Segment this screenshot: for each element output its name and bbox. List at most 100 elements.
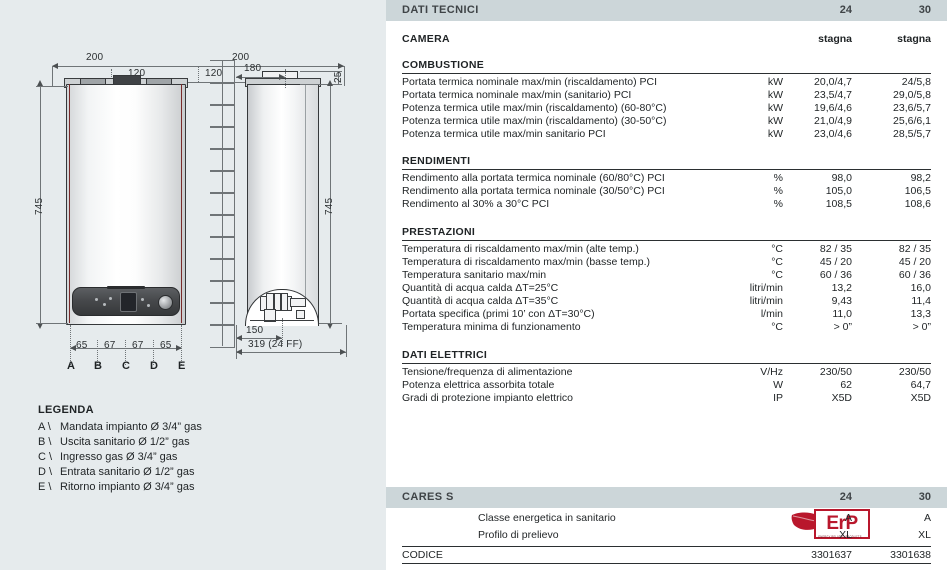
dim-line-745-side <box>330 86 331 323</box>
ext-line-center <box>198 66 199 82</box>
row-value-30: 230/50 <box>898 366 931 378</box>
row-value-24: 98,0 <box>831 172 852 184</box>
erp-logo: ErP ENERGY RELATED PRODUCTS <box>790 505 872 545</box>
dim-ext-25-bottom <box>300 84 342 85</box>
ext-line <box>153 340 154 365</box>
row-label: Classe energetica in sanitario <box>478 512 616 524</box>
dim-arrow <box>338 63 344 69</box>
row-unit: IP <box>773 392 783 404</box>
row-label: Quantità di acqua calda ΔT=35°C <box>402 295 559 307</box>
table-row: Rendimento alla portata termica nominale… <box>386 185 947 198</box>
table-row: Quantità di acqua calda ΔT=25°C litri/mi… <box>386 282 947 295</box>
table-row: Rendimento al 30% a 30°C PCI % 108,5 108… <box>386 198 947 211</box>
row-value-30: XL <box>918 529 931 541</box>
legend-block: LEGENDA A \ Mandata impianto Ø 3/4” gas B… <box>38 404 202 495</box>
dim-ext-25-top <box>300 71 342 72</box>
control-knob <box>158 295 173 310</box>
legend-key-d: D \ <box>38 466 53 478</box>
camera-v2: stagna <box>897 33 931 45</box>
dim-67-c: 67 <box>132 340 144 351</box>
dim-arrow <box>236 349 242 355</box>
dim-arrow <box>52 63 58 69</box>
dim-745-side: 745 <box>324 197 335 215</box>
legend-item-e: E \ Ritorno impianto Ø 3/4” gas <box>38 480 202 495</box>
section-title-prestazioni: PRESTAZIONI <box>402 226 476 238</box>
row-value-24: 82 / 35 <box>819 243 852 255</box>
boiler-side-view <box>247 84 319 325</box>
row-value-30: 98,2 <box>910 172 931 184</box>
row-value-24: 9,43 <box>831 295 852 307</box>
row-unit: kW <box>767 76 783 88</box>
row-value-24: A <box>844 512 852 524</box>
row-value-30: 13,3 <box>910 308 931 320</box>
row-value-24: 105,0 <box>825 185 852 197</box>
dim-arrow <box>236 74 242 80</box>
row-label: Potenza termica utile max/min (riscaldam… <box>402 115 667 127</box>
codice-value-30: 3301638 <box>890 549 931 561</box>
row-unit: °C <box>771 269 783 281</box>
table-row: Potenza termica utile max/min (riscaldam… <box>386 102 947 115</box>
dim-745-front: 745 <box>34 197 45 215</box>
legend-text-a: Mandata impianto Ø 3/4” gas <box>60 421 202 433</box>
table-row: Potenza elettrica assorbita totale W 62 … <box>386 379 947 392</box>
row-value-24: 23,0/4,6 <box>814 128 852 140</box>
dim-arrow <box>37 323 43 329</box>
row-unit: °C <box>771 256 783 268</box>
footer-header-col-24: 24 <box>839 491 852 503</box>
ext-line <box>236 325 237 359</box>
row-value-24: X5D <box>831 392 852 404</box>
legend-text-d: Entrata sanitario Ø 1/2” gas <box>60 466 195 478</box>
table-row: Quantità di acqua calda ΔT=35°C litri/mi… <box>386 295 947 308</box>
control-dot <box>109 297 112 300</box>
legend-title: LEGENDA <box>38 404 94 416</box>
row-unit: kW <box>767 115 783 127</box>
connection-letter-a: A <box>67 360 75 372</box>
footer-header-title: CARES S <box>402 491 454 503</box>
ext-line <box>97 340 98 365</box>
row-value-30: 29,0/5,8 <box>893 89 931 101</box>
row-value-30: 11,4 <box>911 295 931 307</box>
camera-row: stagna stagna <box>386 33 947 46</box>
dim-319-24ff: 319 (24 FF) <box>248 339 303 350</box>
row-unit: V/Hz <box>760 366 783 378</box>
dim-25: 25 <box>333 71 344 83</box>
row-value-30: X5D <box>910 392 931 404</box>
dim-line-25 <box>338 71 339 84</box>
table-row: Temperatura sanitario max/min °C 60 / 36… <box>386 269 947 282</box>
ext-line <box>285 72 286 88</box>
table-header-band <box>386 0 947 21</box>
row-unit: °C <box>771 321 783 333</box>
dim-arrow <box>37 80 43 86</box>
row-value-24: 45 / 20 <box>819 256 852 268</box>
erp-text: ErP <box>826 513 858 534</box>
codice-rule-bottom <box>402 563 931 564</box>
row-value-24: 11,0 <box>832 308 852 320</box>
side-edge <box>305 84 306 323</box>
table-row: Tensione/frequenza di alimentazione V/Hz… <box>386 366 947 379</box>
dim-arrow <box>176 345 182 351</box>
row-value-24: 108,5 <box>825 198 852 210</box>
row-label: Portata termica nominale max/min (sanita… <box>402 89 632 101</box>
camera-label: CAMERA <box>402 33 450 45</box>
section-rule <box>402 240 931 241</box>
row-value-24: > 0” <box>833 321 852 333</box>
table-row: Portata specifica (primi 10’ con ΔT=30°C… <box>386 308 947 321</box>
row-value-24: 62 <box>840 379 852 391</box>
codice-label: CODICE <box>402 549 443 561</box>
footer-header-band <box>386 487 947 508</box>
dim-line-180 <box>236 77 285 78</box>
connection-letter-b: B <box>94 360 102 372</box>
row-unit: litri/min <box>749 295 783 307</box>
boiler-front-view <box>66 84 186 325</box>
dim-65-a: 65 <box>76 340 88 351</box>
legend-item-b: B \ Uscita sanitario Ø 1/2” gas <box>38 435 202 450</box>
dim-arrow <box>327 323 333 329</box>
row-value-24: 60 / 36 <box>819 269 852 281</box>
center-mark <box>69 84 70 323</box>
row-unit: % <box>773 185 783 197</box>
dim-arrow <box>276 335 282 341</box>
dim-arrow <box>236 335 242 341</box>
row-label: Rendimento alla portata termica nominale… <box>402 185 665 197</box>
ext-line <box>318 323 342 324</box>
camera-v1: stagna <box>818 33 852 45</box>
